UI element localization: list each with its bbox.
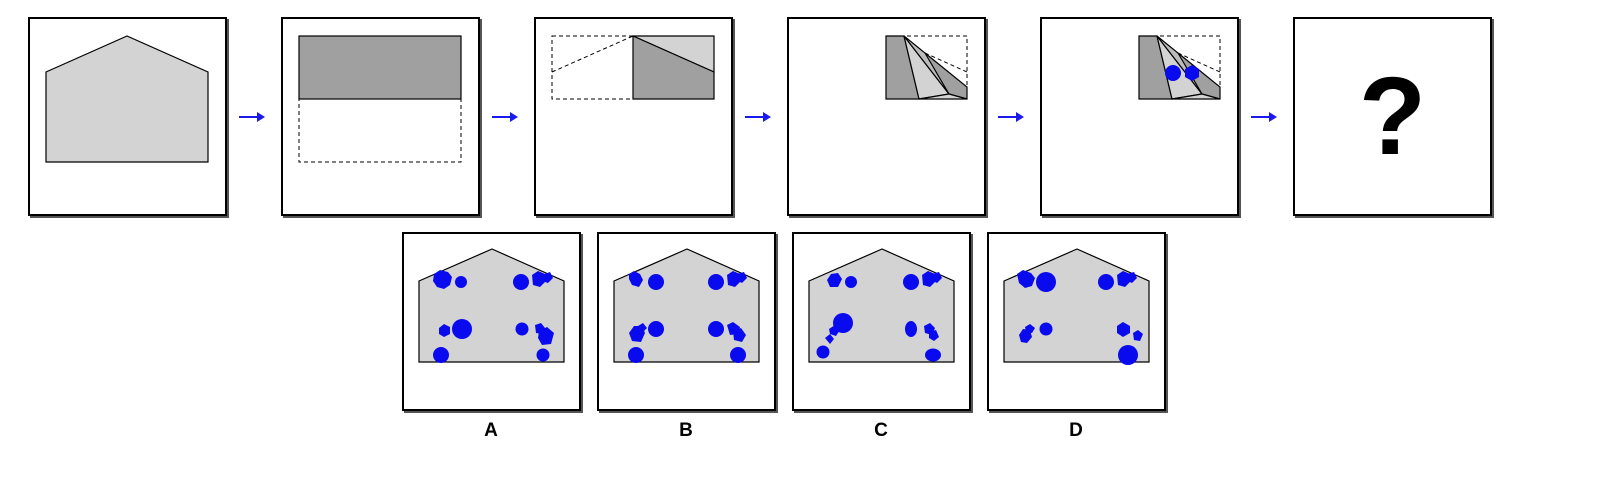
option-a-unfolded-paper	[418, 248, 565, 363]
right-arrow-icon	[1251, 112, 1277, 122]
option-d-panel[interactable]	[987, 232, 1166, 411]
option-a-panel[interactable]	[402, 232, 581, 411]
pentagon-paper	[45, 35, 209, 163]
right-arrow-icon	[998, 112, 1024, 122]
option-d-unfolded-paper	[1003, 248, 1150, 365]
punched-hole-hexagon	[1185, 65, 1199, 81]
right-arrow-icon	[745, 112, 771, 122]
option-d-label: D	[1069, 420, 1083, 441]
question-mark: ?	[1358, 54, 1427, 178]
fold-diagonal-corner	[885, 35, 968, 100]
option-a-label: A	[484, 420, 498, 441]
option-b-panel[interactable]	[597, 232, 776, 411]
step-4-panel	[787, 17, 986, 216]
step-1-panel	[28, 17, 227, 216]
punch-two-holes	[1138, 35, 1221, 100]
step-3-panel	[534, 17, 733, 216]
step-2-panel	[281, 17, 480, 216]
question-panel: ?	[1293, 17, 1492, 216]
step-5-panel	[1040, 17, 1239, 216]
option-b-unfolded-paper	[613, 248, 760, 363]
right-arrow-icon	[239, 112, 265, 122]
option-c-label: C	[874, 420, 888, 441]
option-b-label: B	[679, 420, 693, 441]
option-c-unfolded-paper	[808, 248, 955, 363]
fold-left-half-right	[551, 35, 715, 100]
punched-hole-circle	[1165, 65, 1181, 81]
fold-bottom-half-up	[298, 35, 462, 163]
right-arrow-icon	[492, 112, 518, 122]
option-c-panel[interactable]	[792, 232, 971, 411]
